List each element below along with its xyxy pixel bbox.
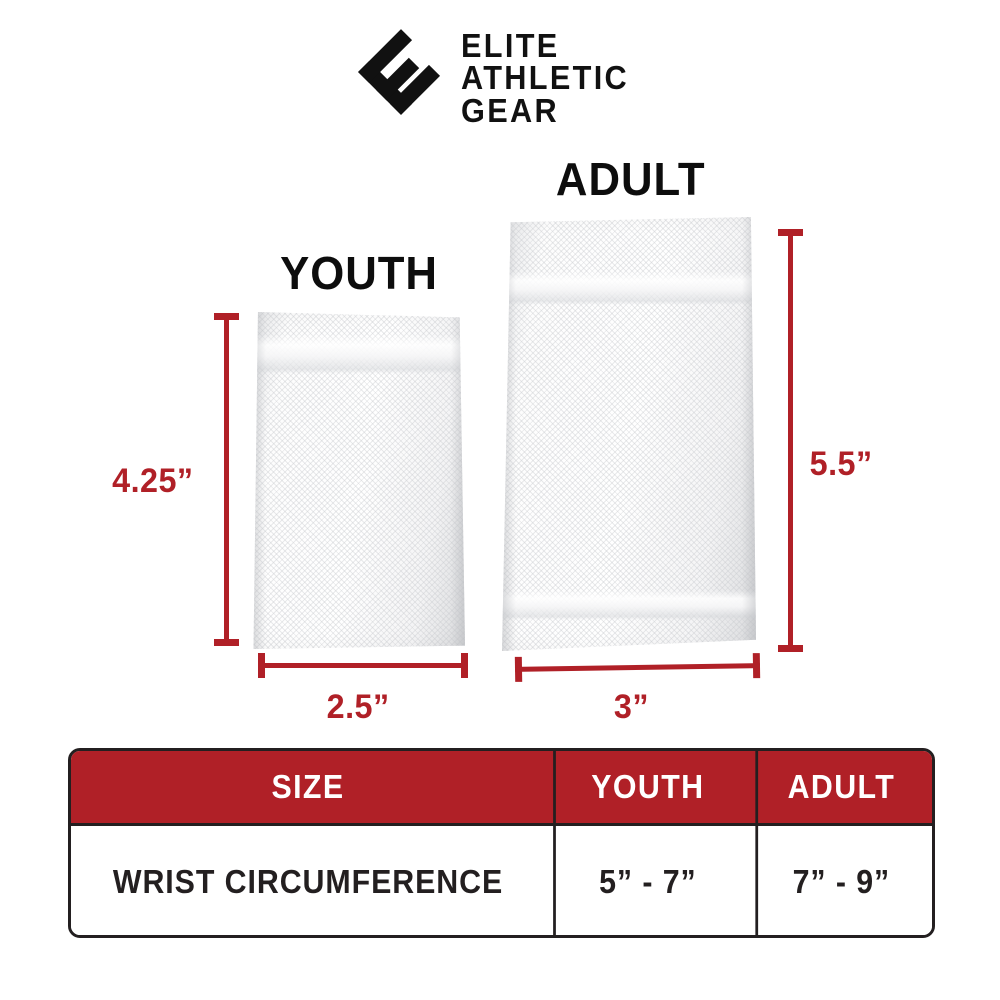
youth-height-dimension-line [214,313,239,646]
youth-width-dimension-line [258,653,468,678]
adult-sleeve-edge-left [502,217,516,651]
adult-sleeve-image [502,217,756,651]
brand-header: ELITE ATHLETIC GEAR [355,24,655,129]
adult-width-label: 3” [613,688,649,726]
elite-athletic-gear-logo-icon [358,29,441,115]
youth-sleeve-edge-right [451,312,465,649]
adult-sleeve-edge-right [742,217,756,651]
table-header-row: SIZE YOUTH ADULT [71,751,932,826]
adult-sleeve-cuff-bottom [502,590,756,620]
table-cell-youth-value: 5” - 7” [553,826,740,935]
youth-product-title: YOUTH [280,247,438,299]
youth-height-label: 4.25” [112,462,194,500]
brand-wordmark-line-2: ATHLETIC [461,59,630,97]
adult-height-label: 5.5” [809,445,873,483]
adult-product-title: ADULT [555,153,706,205]
brand-wordmark: ELITE ATHLETIC GEAR [461,27,642,129]
brand-wordmark-line-3: GEAR [461,91,559,129]
adult-width-dimension-line [514,663,761,672]
table-cell-adult-value: 7” - 9” [755,826,924,935]
table-header-adult: ADULT [755,751,924,823]
adult-sleeve-cuff-top [502,271,756,305]
youth-width-label: 2.5” [326,688,390,726]
table-row: WRIST CIRCUMFERENCE 5” - 7” 7” - 9” [71,826,932,935]
youth-sleeve-image [253,312,465,649]
table-cell-measurement-label: WRIST CIRCUMFERENCE [112,863,504,900]
table-header-youth: YOUTH [553,751,740,823]
youth-sleeve-edge-left [253,312,266,649]
table-header-size: SIZE [271,768,345,805]
brand-wordmark-line-1: ELITE [461,27,560,64]
youth-sleeve-cuff [253,334,465,374]
adult-height-dimension-line [778,229,803,652]
size-chart-table: SIZE YOUTH ADULT WRIST CIRCUMFERENCE 5” … [68,748,935,938]
